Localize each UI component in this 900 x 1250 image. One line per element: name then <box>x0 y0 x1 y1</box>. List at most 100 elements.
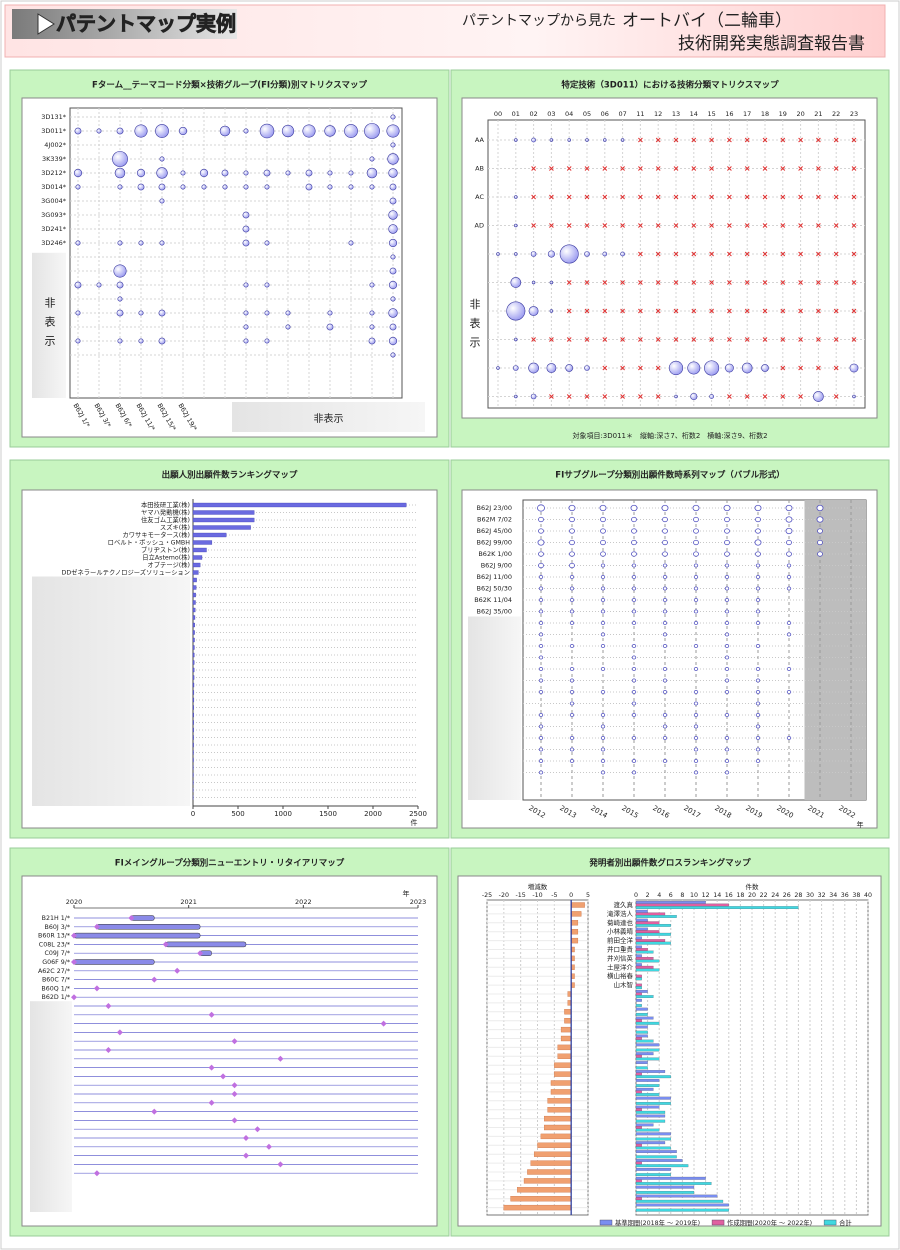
x-tick-label: 12 <box>702 892 710 899</box>
bar <box>192 615 196 620</box>
bubble <box>528 362 539 374</box>
count-bar <box>635 995 654 998</box>
bar <box>192 742 194 748</box>
change-bar <box>554 1062 572 1068</box>
bubble <box>786 621 792 626</box>
bar <box>192 525 251 530</box>
bubble <box>755 667 761 672</box>
bubble <box>538 724 544 729</box>
bubble <box>631 516 637 523</box>
bar <box>192 697 195 703</box>
bubble <box>631 644 637 649</box>
zero-mark <box>780 166 786 171</box>
x-tick-label: 32 <box>818 892 826 899</box>
bubble <box>538 678 544 683</box>
count-bar <box>635 1054 642 1058</box>
bubble <box>786 690 792 695</box>
zero-mark <box>620 166 625 171</box>
bubble <box>693 598 699 603</box>
bubble <box>674 394 678 399</box>
zero-mark <box>691 308 697 314</box>
change-bar <box>517 1187 572 1193</box>
bubble <box>631 528 637 534</box>
zero-mark <box>727 394 732 399</box>
inventor-label: 滝澤浩人 <box>607 909 634 918</box>
row-label: 3D241* <box>41 225 67 233</box>
shaded-period <box>804 500 866 800</box>
entry-marker <box>71 932 77 939</box>
bubble <box>600 586 606 591</box>
bubble <box>724 539 730 546</box>
bubble <box>662 528 668 534</box>
x-tick-label: 8 <box>680 892 684 899</box>
count-bar <box>635 1037 642 1040</box>
bubble <box>538 747 544 752</box>
zero-mark <box>638 308 643 314</box>
bubble <box>631 655 637 660</box>
zero-mark <box>709 194 714 200</box>
bubble <box>600 713 606 718</box>
count-bar <box>635 927 648 931</box>
x-tick-label: 0 <box>634 892 638 899</box>
bubble <box>600 575 606 580</box>
bubble <box>724 667 730 672</box>
bubble <box>600 770 606 775</box>
zero-mark <box>851 166 857 171</box>
count-bar <box>635 1072 642 1076</box>
entry-marker <box>243 1152 249 1159</box>
activity-bar <box>96 924 201 930</box>
column-label: 21 <box>814 110 822 118</box>
bubble <box>369 324 375 330</box>
bubble <box>600 759 606 764</box>
bubble <box>496 252 500 256</box>
x-tick-label: 24 <box>771 892 779 899</box>
bubble <box>755 563 761 568</box>
row-label: AA <box>475 136 485 144</box>
count-bar <box>635 1108 642 1112</box>
bar <box>192 637 195 643</box>
bubble <box>662 586 668 591</box>
bubble <box>344 124 358 138</box>
bubble <box>243 338 249 344</box>
bubble <box>201 184 207 190</box>
column-label: 02 <box>529 110 537 118</box>
bubble <box>620 138 625 142</box>
count-bar <box>635 939 666 942</box>
page-title: パテントマップ実例 <box>56 12 236 36</box>
bubble <box>538 586 544 591</box>
change-bar <box>523 1178 572 1184</box>
bubble <box>264 184 270 190</box>
bubble <box>724 563 730 568</box>
inventor-label: 土屋洋介 <box>607 962 634 971</box>
bubble <box>327 310 333 316</box>
inventor-label: 山木智 <box>614 980 634 989</box>
category-label: 日立Astemo(株) <box>142 553 190 562</box>
bubble <box>693 724 699 729</box>
bubble <box>755 528 761 534</box>
zero-mark <box>744 166 750 171</box>
zero-mark <box>762 194 768 200</box>
count-bar <box>635 1021 660 1025</box>
zero-mark <box>691 223 697 228</box>
bubble <box>538 598 544 603</box>
zero-mark <box>584 194 590 200</box>
bubble <box>631 713 637 718</box>
bubble <box>569 678 575 683</box>
zero-mark <box>798 308 803 314</box>
zero-mark <box>851 280 857 285</box>
bubble <box>390 296 396 302</box>
bubble <box>302 124 316 138</box>
zero-mark <box>833 166 839 171</box>
bubble <box>849 363 859 373</box>
count-bar <box>635 1101 671 1105</box>
change-bar <box>533 1151 572 1157</box>
bubble <box>158 183 166 191</box>
row-label: B21H 1/* <box>42 915 70 922</box>
zero-mark <box>531 166 536 171</box>
bubble <box>74 281 82 289</box>
zero-mark <box>798 194 803 200</box>
zero-mark <box>655 194 661 200</box>
bubble <box>693 644 699 649</box>
bubble <box>754 504 762 512</box>
count-bar <box>635 1161 642 1165</box>
